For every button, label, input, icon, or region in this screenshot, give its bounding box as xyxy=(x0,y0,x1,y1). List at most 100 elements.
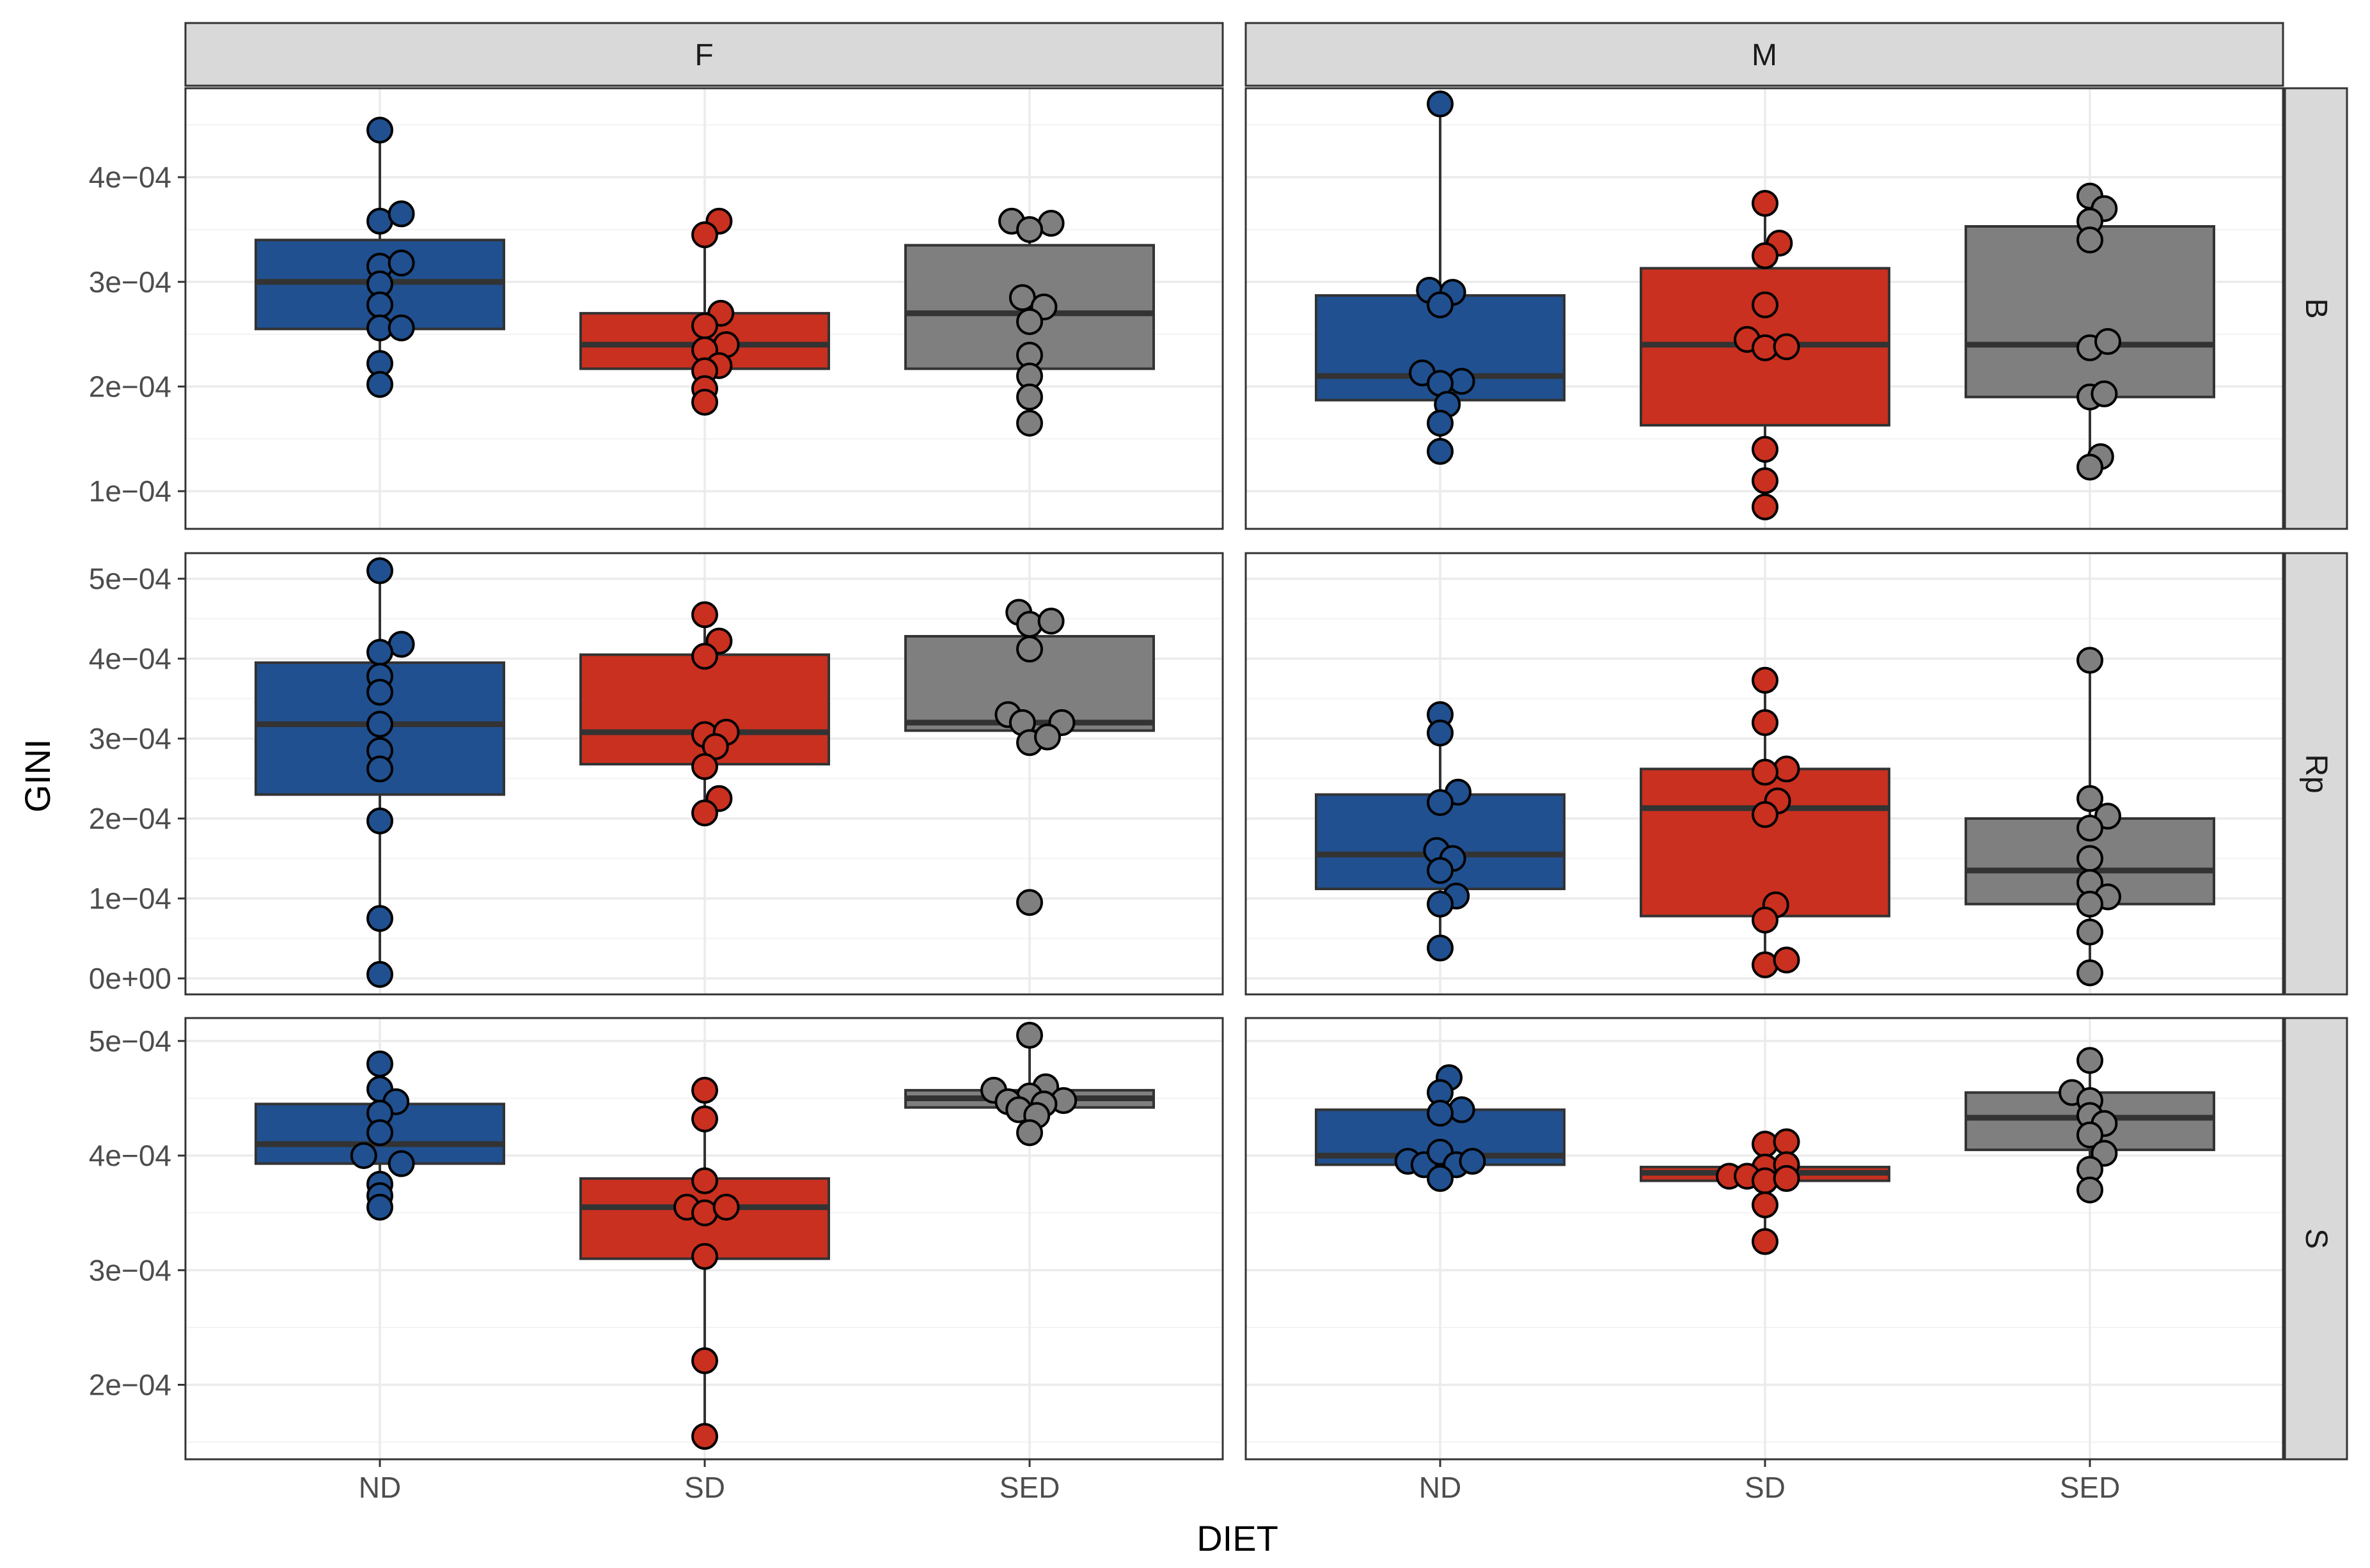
data-point xyxy=(1752,666,1778,694)
data-point xyxy=(1427,857,1454,884)
strip-label-B: B xyxy=(2299,298,2333,318)
data-point xyxy=(2091,380,2118,407)
x-tick-label: ND xyxy=(1419,1471,1461,1504)
y-tick-label: 2e−04 xyxy=(89,370,171,403)
data-point xyxy=(1448,1096,1475,1124)
data-point xyxy=(691,221,718,249)
strip-Rp xyxy=(2284,552,2348,996)
box-group-ND xyxy=(1315,701,1566,962)
box-group-SD xyxy=(579,601,830,827)
data-point xyxy=(1773,946,1800,974)
data-point xyxy=(366,755,393,783)
strip-label-Rp: Rp xyxy=(2299,754,2333,793)
data-point xyxy=(1427,291,1454,318)
data-point xyxy=(366,807,393,835)
x-tick-label: SED xyxy=(2060,1471,2121,1504)
data-point xyxy=(1752,906,1778,934)
data-point xyxy=(1016,636,1043,662)
data-point xyxy=(2076,1121,2103,1149)
box-group-ND xyxy=(255,557,505,988)
data-point xyxy=(388,314,415,341)
data-point xyxy=(691,799,718,827)
y-tick-label: 1e−04 xyxy=(89,474,171,508)
data-point xyxy=(2076,890,2103,918)
data-point xyxy=(2076,845,2103,872)
data-point xyxy=(1773,1128,1800,1156)
data-point xyxy=(388,249,415,277)
y-tick-label: 4e−04 xyxy=(89,1139,171,1172)
strip-B xyxy=(2284,87,2348,530)
data-point xyxy=(366,1050,393,1078)
y-tick-label: 3e−04 xyxy=(89,1253,171,1287)
y-tick-label: 5e−04 xyxy=(89,1024,171,1058)
box-group-SD xyxy=(1640,666,1890,978)
data-point xyxy=(388,200,415,228)
data-point xyxy=(366,639,393,666)
data-point xyxy=(388,1150,415,1177)
x-tick-label: SED xyxy=(1000,1471,1060,1504)
panel-F-S xyxy=(184,1017,1224,1461)
box-group-SED xyxy=(904,207,1155,437)
box-group-SD xyxy=(579,1076,830,1450)
data-point xyxy=(1773,333,1800,361)
data-point xyxy=(2076,918,2103,946)
box-group-SD xyxy=(1640,190,1890,521)
data-point xyxy=(366,557,393,584)
box-group-ND xyxy=(1315,90,1566,465)
data-point xyxy=(2076,815,2103,842)
data-point xyxy=(366,1119,393,1147)
panel-M-Rp xyxy=(1244,552,2284,996)
data-point xyxy=(691,1423,718,1450)
data-point xyxy=(350,1142,377,1170)
panel-M-S xyxy=(1244,1017,2284,1461)
data-point xyxy=(1427,409,1454,437)
data-point xyxy=(2076,959,2103,987)
data-point xyxy=(1752,1191,1778,1219)
data-point xyxy=(366,960,393,988)
box-group-SED xyxy=(1965,1047,2215,1203)
data-point xyxy=(691,388,718,416)
data-point xyxy=(691,643,718,670)
strip-label-M: M xyxy=(1752,38,1777,72)
data-point xyxy=(366,710,393,738)
y-tick-label: 2e−04 xyxy=(89,802,171,835)
box-group-ND xyxy=(255,116,505,398)
data-point xyxy=(1427,934,1454,962)
box-iqr xyxy=(1965,225,2215,398)
x-tick-label: SD xyxy=(684,1471,725,1504)
panel-M-B xyxy=(1244,87,2284,530)
data-point xyxy=(1034,723,1061,751)
data-point xyxy=(691,753,718,780)
data-point xyxy=(1016,1119,1043,1147)
panel-border xyxy=(1244,87,2284,530)
data-point xyxy=(1752,801,1778,828)
data-point xyxy=(1016,409,1043,437)
strip-label-F: F xyxy=(695,38,713,72)
data-point xyxy=(691,1105,718,1133)
y-tick-label: 4e−04 xyxy=(89,642,171,675)
row-strips: B Rp S xyxy=(2284,87,2348,1461)
data-point xyxy=(366,371,393,398)
data-point xyxy=(1752,758,1778,786)
data-point xyxy=(366,905,393,932)
box-group-SED xyxy=(904,599,1155,916)
y-axis-title: GINI xyxy=(17,739,58,812)
data-point xyxy=(1037,608,1065,635)
data-point xyxy=(712,1193,740,1221)
box-iqr xyxy=(1640,767,1890,918)
strip-S xyxy=(2284,1017,2348,1461)
data-point xyxy=(1752,709,1778,736)
panel-border xyxy=(1244,552,2284,996)
data-point xyxy=(691,1167,718,1195)
y-tick-label: 0e+00 xyxy=(89,962,171,995)
data-point xyxy=(1427,90,1454,118)
strip-M xyxy=(1244,22,2284,87)
data-point xyxy=(366,1193,393,1221)
strip-label-S: S xyxy=(2299,1228,2333,1249)
data-point xyxy=(366,116,393,144)
data-point xyxy=(1752,190,1778,217)
x-axis-title: DIET xyxy=(1197,1518,1278,1558)
panel-border xyxy=(184,87,1224,530)
box-group-SD xyxy=(1640,1128,1890,1255)
